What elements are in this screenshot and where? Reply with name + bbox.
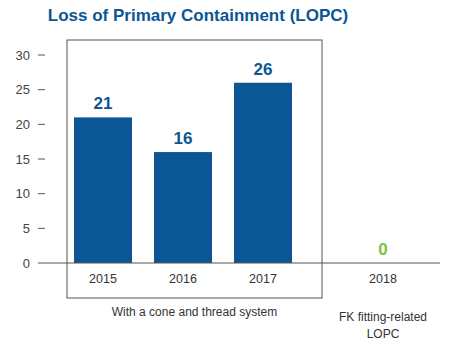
y-tick-label: 25 [16,82,30,97]
y-tick-label: 0 [23,256,30,271]
y-tick-label: 5 [23,221,30,236]
y-tick [38,55,45,56]
category-label: 2017 [249,272,277,286]
chart-container: Loss of Primary Containment (LOPC) 0 5 10 15… [0,0,455,350]
bars [74,83,292,263]
y-tick [38,263,45,264]
y-tick [38,89,45,90]
data-label: 0 [378,240,387,259]
data-label: 21 [94,94,113,113]
annotation: FK fitting-related LOPC [328,309,438,343]
y-tick [38,228,45,229]
y-tick [38,193,45,194]
y-tick [38,159,45,160]
data-label: 16 [174,129,193,148]
bar [154,152,212,263]
bar [74,117,132,263]
y-tick-label: 30 [16,48,30,63]
y-tick-label: 20 [16,117,30,132]
annotation: With a cone and thread system [67,304,322,321]
data-label: 26 [254,60,273,79]
chart: Loss of Primary Containment (LOPC) 0 5 10 15… [0,0,455,350]
y-tick [38,124,45,125]
y-tick-label: 10 [16,186,30,201]
category-label: 2016 [169,272,197,286]
y-tick-label: 15 [16,152,30,167]
category-label: 2015 [89,272,117,286]
bar [234,83,292,263]
baseline [45,263,440,264]
group-frame [67,40,322,298]
title: Loss of Primary Containment (LOPC) [48,6,348,25]
category-label: 2018 [369,272,397,286]
